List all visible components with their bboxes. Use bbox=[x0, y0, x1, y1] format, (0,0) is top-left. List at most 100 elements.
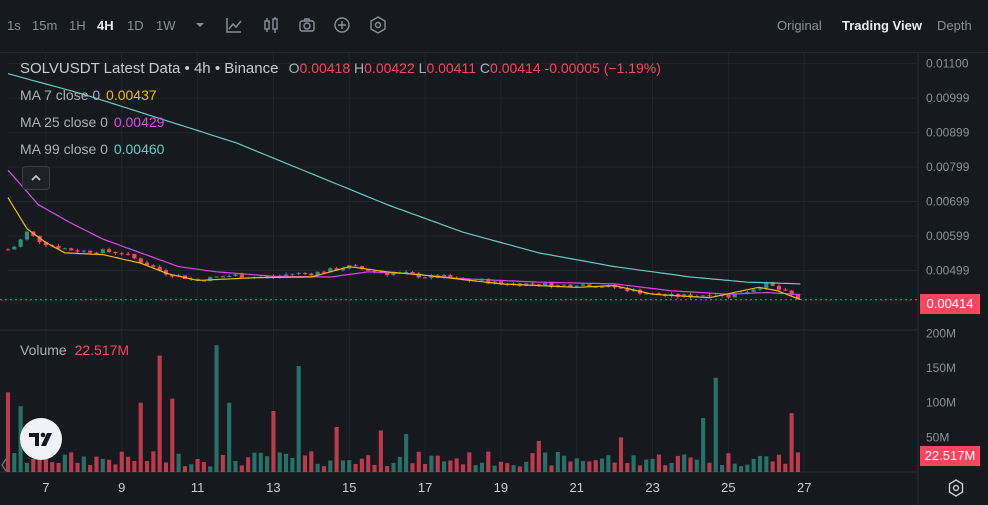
candlestick-icon[interactable] bbox=[261, 15, 281, 35]
volume-bar bbox=[220, 454, 225, 472]
candle-body bbox=[764, 282, 769, 289]
candle-body bbox=[75, 250, 80, 252]
price-tick-label: 0.00999 bbox=[926, 91, 970, 105]
volume-bar bbox=[126, 456, 131, 472]
last-price-tag: 0.00414 bbox=[920, 294, 980, 314]
gear-icon bbox=[948, 479, 964, 497]
volume-bar bbox=[454, 458, 459, 472]
candle-body bbox=[404, 271, 409, 273]
price-tick-label: 0.00899 bbox=[926, 126, 970, 140]
candle-body bbox=[195, 278, 200, 281]
ma25-label: MA 25 close 0 bbox=[20, 114, 108, 130]
candle-body bbox=[423, 277, 428, 279]
volume-bar bbox=[24, 462, 30, 472]
timeframe-1w[interactable]: 1W bbox=[156, 18, 176, 33]
volume-bar bbox=[795, 452, 800, 472]
symbol-exchange: Binance bbox=[224, 60, 279, 77]
candle-body bbox=[385, 272, 390, 276]
volume-bar bbox=[37, 451, 42, 472]
collapse-legend-button[interactable] bbox=[22, 166, 50, 190]
view-trading-view[interactable]: Trading View bbox=[842, 18, 922, 33]
candles bbox=[5, 231, 800, 300]
candle-body bbox=[208, 276, 213, 282]
high-value: 0.00422 bbox=[364, 60, 415, 76]
volume-legend: Volume 22.517M bbox=[20, 342, 129, 358]
volume-bar bbox=[486, 451, 491, 472]
volume-bar bbox=[233, 460, 238, 472]
timeframe-1h[interactable]: 1H bbox=[69, 18, 86, 33]
volume-bar bbox=[151, 451, 156, 472]
candle-body bbox=[56, 245, 61, 249]
volume-bar bbox=[694, 459, 699, 472]
candle-body bbox=[353, 265, 358, 267]
volume-bar bbox=[252, 452, 257, 472]
volume-bar bbox=[340, 460, 345, 472]
volume-bar bbox=[189, 464, 194, 472]
volume-bar bbox=[170, 398, 175, 472]
chart-settings-button[interactable] bbox=[946, 478, 966, 498]
candle-body bbox=[24, 231, 30, 240]
volume-bar bbox=[119, 451, 124, 472]
candle-body bbox=[612, 285, 617, 288]
volume-bar bbox=[385, 466, 390, 472]
low-label: L bbox=[418, 60, 427, 76]
volume-bar bbox=[353, 463, 358, 472]
candle-body bbox=[227, 276, 232, 278]
chevron-left-icon bbox=[1, 458, 7, 472]
scroll-left-arrow[interactable] bbox=[0, 456, 8, 474]
candle-body bbox=[391, 273, 396, 276]
volume-bar bbox=[309, 451, 314, 472]
candle-body bbox=[486, 278, 491, 284]
candle-body bbox=[587, 284, 592, 287]
timeframe-4h[interactable]: 4H bbox=[97, 18, 114, 33]
volume-bar bbox=[328, 460, 333, 472]
candle-body bbox=[107, 249, 112, 252]
volume-bar bbox=[720, 465, 725, 472]
tradingview-logo[interactable] bbox=[20, 418, 62, 460]
view-depth[interactable]: Depth bbox=[937, 18, 972, 33]
volume-tick-label: 150M bbox=[926, 361, 956, 375]
volume-bar bbox=[56, 462, 61, 472]
hexagon-icon[interactable] bbox=[368, 15, 388, 35]
candle-body bbox=[163, 270, 169, 275]
candle-body bbox=[688, 294, 693, 298]
volume-bar bbox=[625, 463, 630, 472]
volume-bar bbox=[113, 464, 118, 472]
volume-bar bbox=[739, 466, 744, 472]
volume-bar bbox=[107, 459, 112, 472]
volume-bar bbox=[682, 454, 687, 472]
change-value: -0.00005 bbox=[544, 60, 600, 76]
dropdown-arrow-icon[interactable] bbox=[190, 15, 210, 35]
volume-bar bbox=[581, 461, 586, 472]
candle-body bbox=[701, 295, 706, 297]
volume-bar bbox=[100, 458, 105, 472]
plus-circle-icon[interactable] bbox=[332, 15, 352, 35]
camera-icon[interactable] bbox=[297, 15, 317, 35]
candle-body bbox=[81, 250, 86, 252]
volume-bar bbox=[12, 453, 17, 472]
volume-bar bbox=[555, 451, 560, 472]
timeframe-1d[interactable]: 1D bbox=[127, 18, 144, 33]
view-original[interactable]: Original bbox=[777, 18, 822, 33]
volume-bar bbox=[290, 458, 295, 472]
volume-bar bbox=[479, 462, 485, 472]
volume-bar bbox=[81, 456, 86, 472]
candle-body bbox=[132, 253, 137, 259]
volume-tick-label: 50M bbox=[926, 430, 949, 444]
timeframe-1s[interactable]: 1s bbox=[7, 18, 21, 33]
candle-body bbox=[543, 283, 548, 286]
candle-body bbox=[549, 283, 554, 288]
volume-bar bbox=[94, 456, 99, 472]
candle-body bbox=[366, 269, 371, 271]
high-label: H bbox=[354, 60, 365, 76]
volume-bar bbox=[208, 466, 213, 472]
volume-bar bbox=[726, 453, 731, 472]
volume-bar bbox=[277, 452, 282, 472]
volume-bar bbox=[517, 466, 522, 472]
timeframe-15m[interactable]: 15m bbox=[32, 18, 58, 33]
line-chart-icon[interactable] bbox=[224, 15, 244, 35]
volume-bar bbox=[505, 463, 510, 472]
volume-bar bbox=[144, 460, 150, 472]
volume-bar bbox=[448, 460, 453, 472]
